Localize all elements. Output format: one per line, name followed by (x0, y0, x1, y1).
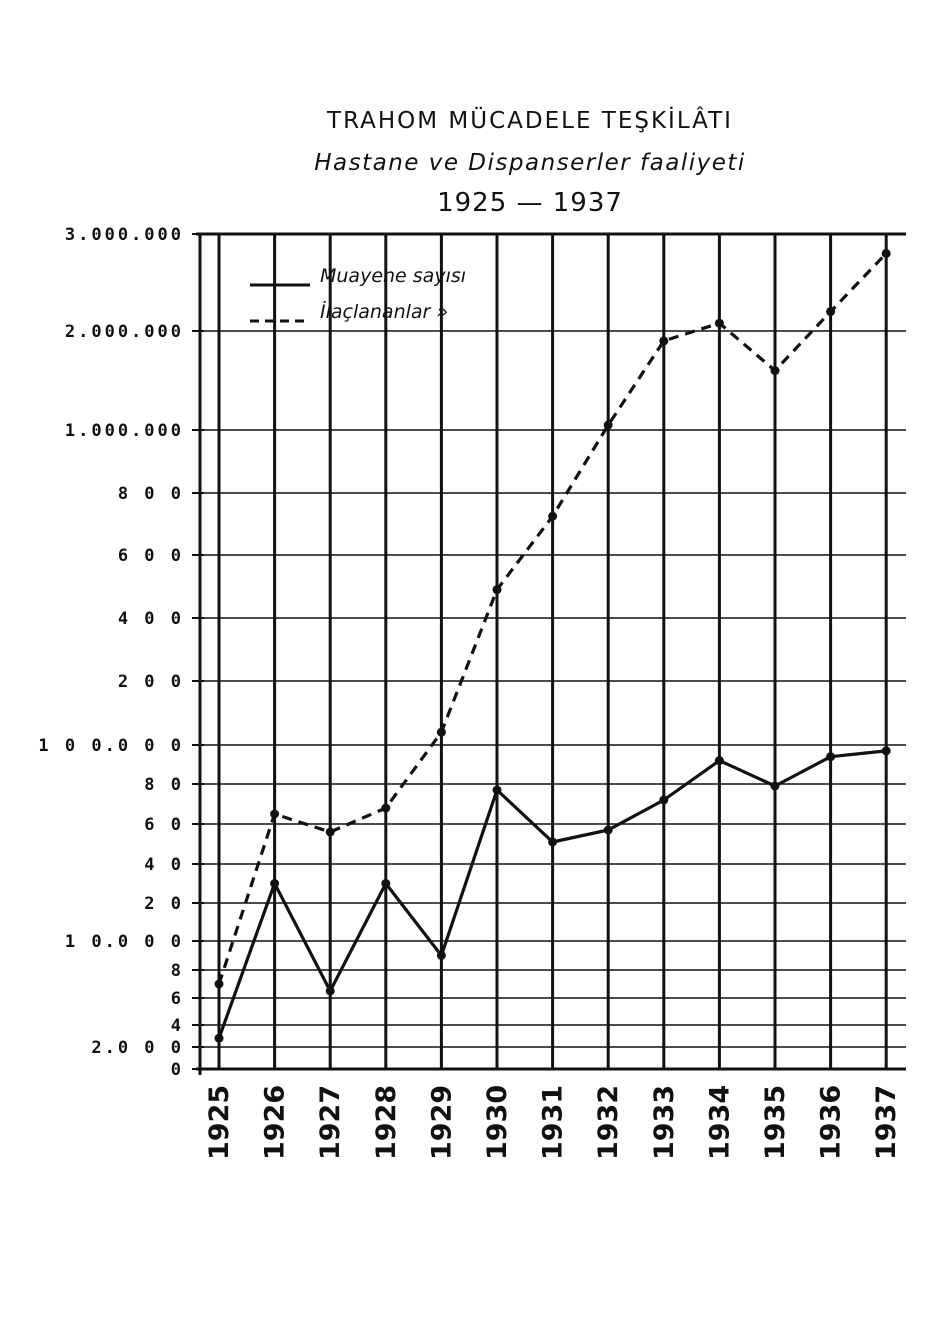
series-1-point (659, 795, 669, 805)
series-1-point (492, 785, 502, 795)
y-tick-label: 2.0 0 0 (91, 1038, 184, 1058)
y-tick-label: 8 (171, 961, 184, 981)
series-1-point (436, 951, 446, 960)
x-tick-label: 1928 (371, 1085, 402, 1160)
chart-series (214, 248, 891, 1043)
chart-period: 1925 — 1937 (437, 188, 623, 218)
y-tick-label: 4 0 (144, 855, 184, 875)
series-1-point (381, 879, 391, 888)
x-tick-label: 1932 (593, 1085, 624, 1160)
series-1-point (325, 986, 335, 996)
y-tick-label: 8 0 (144, 775, 184, 795)
series-1-point (881, 746, 891, 756)
y-tick-label: 1 0.0 0 0 (65, 932, 184, 952)
series-2-point (492, 585, 502, 595)
chart-subtitle: Hastane ve Dispanserler faaliyeti (314, 150, 746, 176)
series-1-point (714, 756, 724, 766)
x-tick-label: 1936 (816, 1085, 847, 1160)
y-axis-ticks: 3.000.000 2.000.000 1.000.000 8 0 0 6 0 0 4 0… (38, 225, 184, 1080)
series-2-point (826, 307, 836, 317)
chart-legend: Muayene sayısı İlaçlananlar » (250, 265, 466, 323)
y-tick-label: 6 0 (144, 815, 184, 835)
x-tick-label: 1930 (482, 1085, 513, 1160)
y-tick-label: 0 (171, 1060, 184, 1080)
x-tick-label: 1926 (260, 1085, 291, 1160)
series-1-point (826, 752, 836, 762)
series-1-point (770, 781, 780, 791)
y-tick-label: 2.000.000 (65, 322, 184, 342)
series-2-point (714, 318, 724, 328)
chart-title: TRAHOM MÜCADELE TEŞKİLÂTI (327, 108, 733, 134)
chart-grid (192, 232, 906, 1075)
x-tick-label: 1927 (315, 1085, 346, 1160)
y-tick-label: 1 0 0.0 0 0 (38, 736, 184, 756)
series-2-point (770, 366, 780, 376)
x-tick-label: 1937 (871, 1085, 902, 1160)
y-tick-label: 1.000.000 (65, 421, 184, 441)
legend-label-ilaclananlar: İlaçlananlar » (320, 300, 448, 323)
series-2-point (881, 248, 891, 258)
x-tick-label: 1933 (649, 1085, 680, 1160)
series-2-point (603, 420, 613, 430)
series-2-point (325, 827, 335, 837)
y-tick-label: 4 (171, 1016, 184, 1036)
y-tick-label: 2 0 (144, 894, 184, 914)
y-tick-label: 2 0 0 (118, 672, 184, 692)
x-tick-label: 1935 (760, 1085, 791, 1160)
series-1-point (548, 837, 558, 847)
series-2-point (381, 803, 391, 813)
legend-label-muayene: Muayene sayısı (320, 265, 466, 287)
y-tick-label: 3.000.000 (65, 225, 184, 245)
y-tick-label: 8 0 0 (118, 484, 184, 504)
series-2-point (214, 979, 224, 989)
series-1-point (603, 825, 613, 835)
y-tick-label: 4 0 0 (118, 609, 184, 629)
y-tick-label: 6 (171, 989, 184, 1009)
x-tick-label: 1925 (204, 1085, 235, 1160)
series-2-point (436, 727, 446, 737)
series-2-point (548, 511, 558, 521)
x-tick-label: 1934 (704, 1085, 735, 1160)
series-1-point (214, 1033, 224, 1043)
x-tick-label: 1929 (426, 1085, 457, 1160)
series-1-point (270, 879, 280, 888)
series-2-point (659, 336, 669, 346)
series-2-point (270, 809, 280, 819)
x-axis-ticks: 1925 1926 1927 1928 1929 1930 1931 1932 1933 1934… (204, 1085, 902, 1160)
y-tick-label: 6 0 0 (118, 546, 184, 566)
x-tick-label: 1931 (538, 1085, 569, 1160)
